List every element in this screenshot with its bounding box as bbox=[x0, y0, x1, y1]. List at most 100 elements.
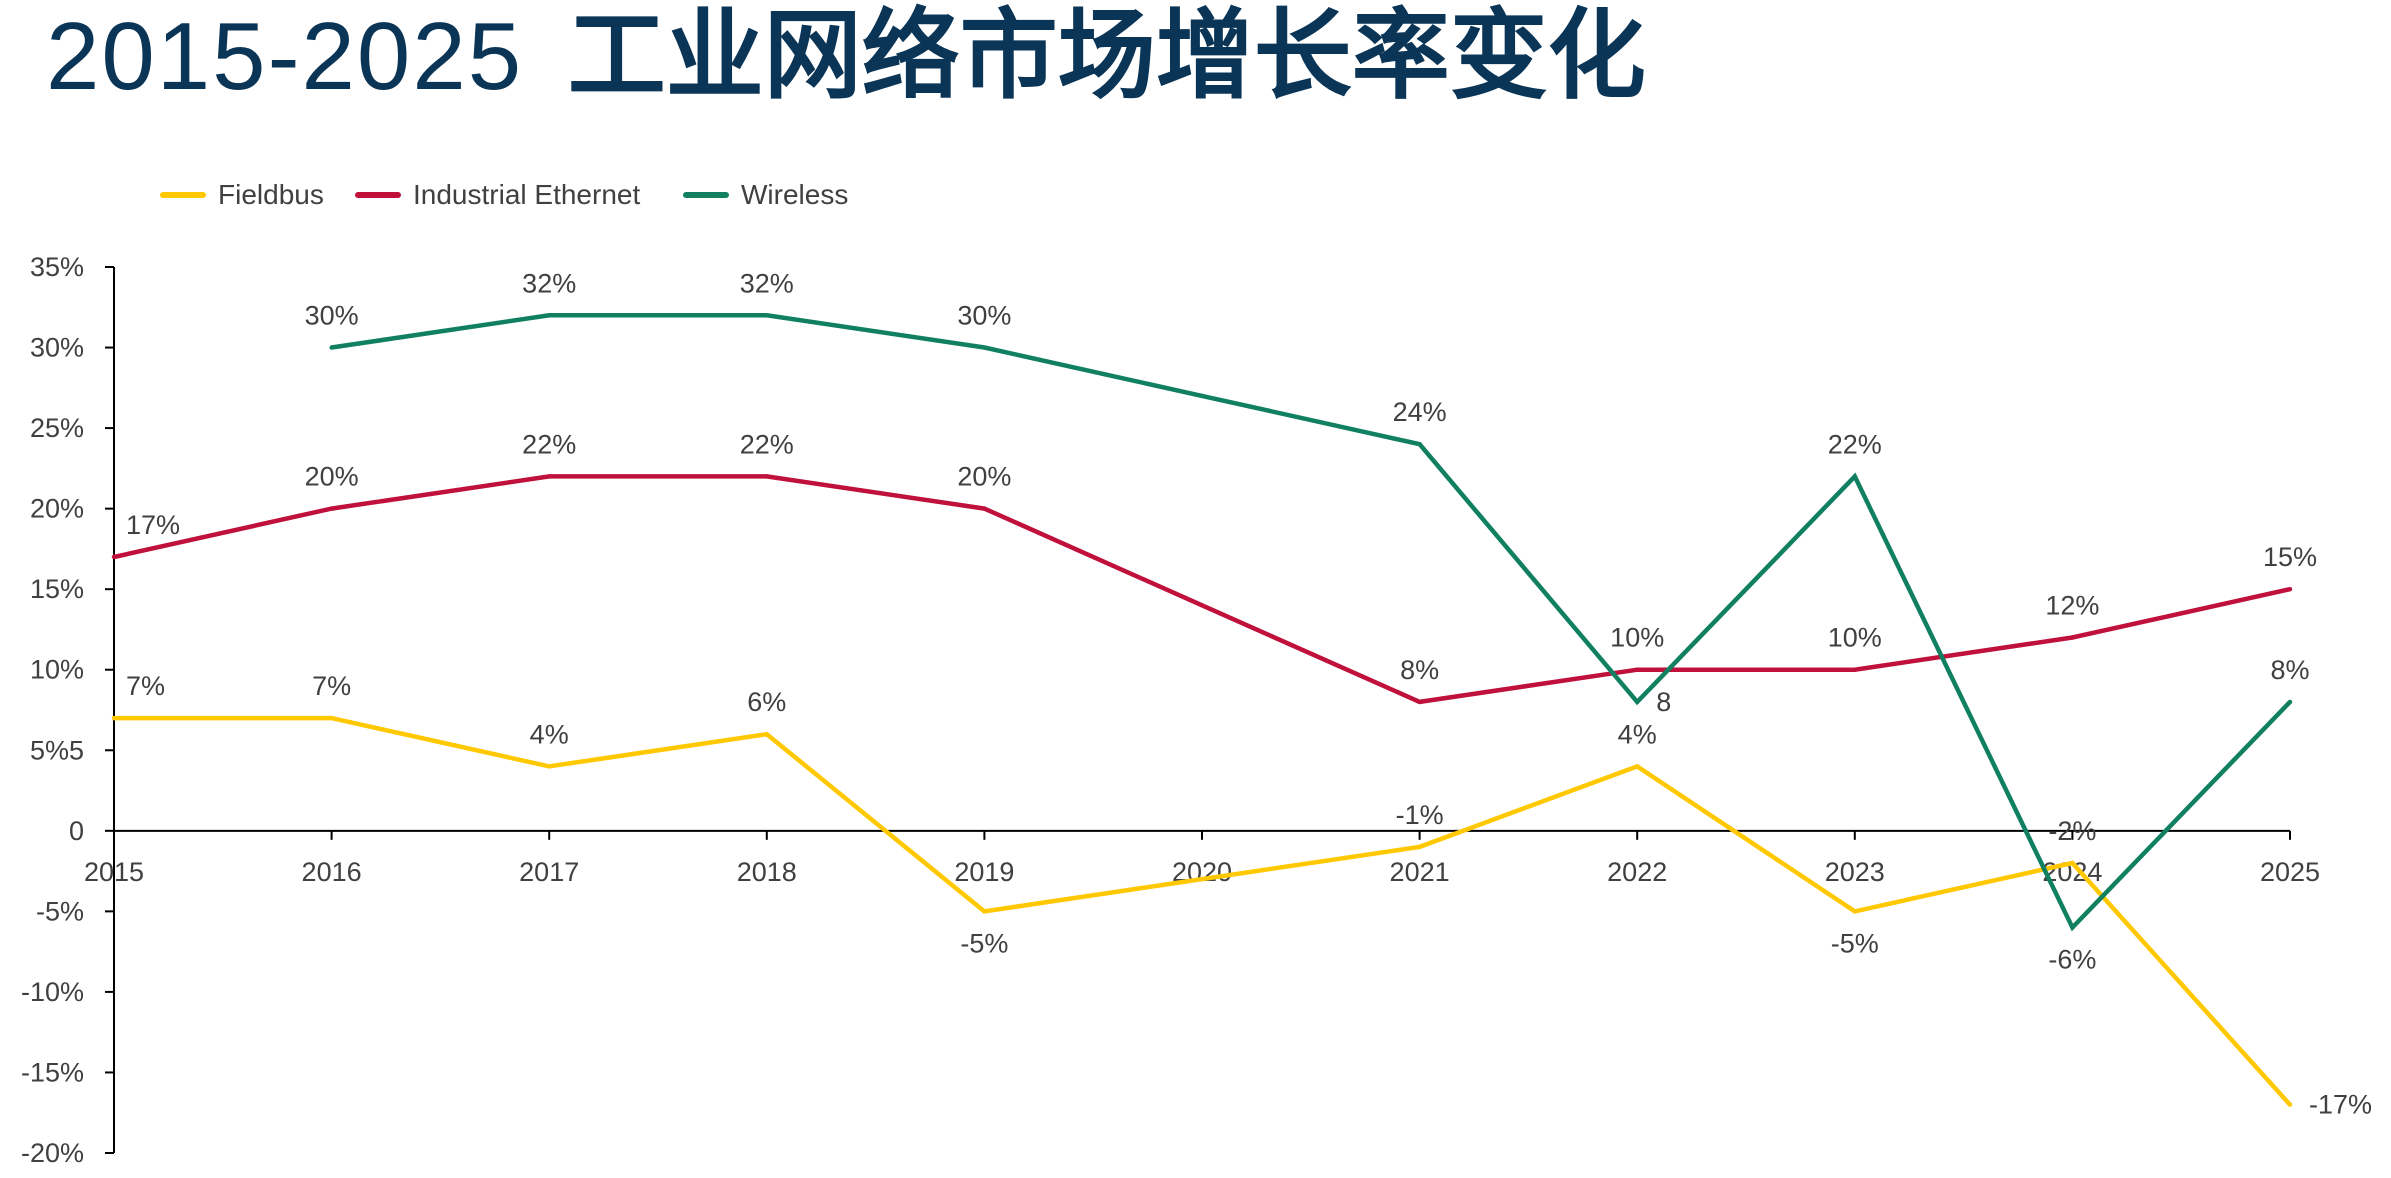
legend: Fieldbus Industrial Ethernet Wireless bbox=[0, 178, 900, 212]
legend-label: Industrial Ethernet bbox=[413, 179, 641, 210]
data-point bbox=[329, 345, 334, 350]
data-label: 20% bbox=[957, 462, 1011, 492]
data-label: 15% bbox=[2263, 542, 2317, 572]
data-point bbox=[2287, 699, 2293, 705]
data-label: 10% bbox=[1610, 623, 1664, 653]
data-point bbox=[111, 715, 117, 721]
data-point bbox=[764, 731, 769, 737]
series-line-wireless bbox=[331, 313, 2292, 932]
data-point bbox=[1852, 474, 1858, 479]
data-point bbox=[2070, 635, 2075, 640]
x-tick-label: 2015 bbox=[84, 857, 144, 887]
x-tick-label: 2017 bbox=[519, 857, 579, 887]
data-label: 8 bbox=[1656, 687, 1671, 717]
data-label: 4% bbox=[530, 719, 569, 749]
x-tick-label: 2016 bbox=[302, 857, 362, 887]
chart-title: 2015-2025 工业网络市场增长率变化 bbox=[46, 6, 1646, 105]
data-point bbox=[982, 506, 987, 511]
data-point bbox=[547, 474, 552, 479]
y-tick-label: 15% bbox=[30, 574, 84, 604]
data-label: 22% bbox=[1828, 429, 1882, 459]
data-point bbox=[329, 715, 334, 721]
data-point bbox=[1635, 667, 1640, 672]
data-label: 22% bbox=[740, 429, 794, 459]
data-point bbox=[1417, 699, 1422, 705]
data-point bbox=[982, 345, 987, 350]
legend-swatch bbox=[160, 192, 206, 198]
series-line-fieldbus bbox=[114, 715, 2292, 1107]
data-label: 4% bbox=[1618, 719, 1657, 749]
y-tick-label: 30% bbox=[30, 333, 84, 363]
series-fieldbus: 7% 7% 4% 6% -5% -1% 4% -5% -2% -17% bbox=[111, 671, 2372, 1120]
legend-item-fieldbus: Fieldbus bbox=[160, 178, 324, 212]
data-label: 32% bbox=[740, 268, 794, 298]
x-tick-label: 2025 bbox=[2260, 857, 2320, 887]
x-tick-label: 2023 bbox=[1825, 857, 1885, 887]
series-industrial-ethernet: 17% 20% 22% 22% 20% 8% 10% 10% 12% 15% bbox=[111, 429, 2317, 705]
data-label: 8% bbox=[2270, 655, 2309, 685]
y-tick-label: -5% bbox=[36, 896, 84, 926]
data-point bbox=[1852, 909, 1858, 914]
data-label: -17% bbox=[2309, 1090, 2372, 1120]
data-label: 24% bbox=[1393, 397, 1447, 427]
data-point bbox=[2070, 860, 2075, 866]
y-tick-label: 10% bbox=[30, 655, 84, 685]
data-label: 22% bbox=[522, 429, 576, 459]
data-label: 6% bbox=[747, 687, 786, 717]
y-tick-label: -15% bbox=[21, 1057, 84, 1087]
legend-label: Wireless bbox=[741, 179, 849, 210]
legend-swatch bbox=[355, 192, 401, 198]
data-point bbox=[1635, 699, 1640, 705]
series-wireless: 30% 32% 32% 30% 24% 8 22% -6% 8% bbox=[305, 268, 2310, 974]
data-point bbox=[329, 506, 334, 511]
x-tick-label: 2021 bbox=[1390, 857, 1450, 887]
data-label: 12% bbox=[2045, 591, 2099, 621]
y-tick-label: 0 bbox=[69, 816, 84, 846]
data-point bbox=[2287, 1102, 2293, 1107]
data-point bbox=[1199, 603, 1205, 608]
legend-item-industrial-ethernet: Industrial Ethernet bbox=[355, 178, 640, 212]
title-years: 2015-2025 bbox=[46, 3, 552, 110]
data-point bbox=[2287, 586, 2293, 592]
x-tick-label: 2019 bbox=[954, 857, 1014, 887]
y-tick-label: 5%5 bbox=[30, 735, 84, 765]
data-point bbox=[1417, 442, 1422, 447]
data-label: -1% bbox=[1396, 800, 1444, 830]
data-label: -5% bbox=[960, 928, 1008, 958]
data-label: 10% bbox=[1828, 623, 1882, 653]
y-tick-label: 20% bbox=[30, 494, 84, 524]
data-point bbox=[547, 313, 552, 318]
legend-swatch bbox=[683, 192, 729, 198]
data-label: 7% bbox=[312, 671, 351, 701]
y-axis: 35% 30% 25% 20% 15% 10% 5%5 0 -5% -10% -15% -20% bbox=[21, 252, 115, 1168]
y-tick-label: 25% bbox=[30, 413, 84, 443]
data-label: 32% bbox=[522, 268, 576, 298]
data-label: 8% bbox=[1400, 655, 1439, 685]
y-tick-label: 35% bbox=[30, 252, 84, 282]
data-point bbox=[1635, 764, 1640, 769]
data-label: 30% bbox=[305, 301, 359, 331]
data-point bbox=[547, 764, 552, 769]
data-label: 30% bbox=[957, 301, 1011, 331]
y-tick-label: -20% bbox=[21, 1138, 84, 1168]
x-tick-label: 2022 bbox=[1607, 857, 1667, 887]
data-point bbox=[1417, 844, 1422, 850]
data-point bbox=[1199, 876, 1205, 882]
legend-item-wireless: Wireless bbox=[683, 178, 848, 212]
data-point bbox=[111, 554, 117, 560]
data-point bbox=[1199, 393, 1205, 399]
data-label: 17% bbox=[126, 510, 180, 540]
data-point bbox=[764, 313, 769, 318]
data-point bbox=[1852, 667, 1858, 672]
x-tick-label: 2018 bbox=[737, 857, 797, 887]
data-label: -2% bbox=[2048, 816, 2096, 846]
y-tick-label: -10% bbox=[21, 977, 84, 1007]
data-point bbox=[982, 909, 987, 914]
data-label: 7% bbox=[126, 671, 165, 701]
data-point bbox=[764, 474, 769, 479]
data-label: -6% bbox=[2048, 944, 2096, 974]
data-label: 20% bbox=[305, 462, 359, 492]
title-main: 工业网络市场增长率变化 bbox=[567, 0, 1646, 110]
